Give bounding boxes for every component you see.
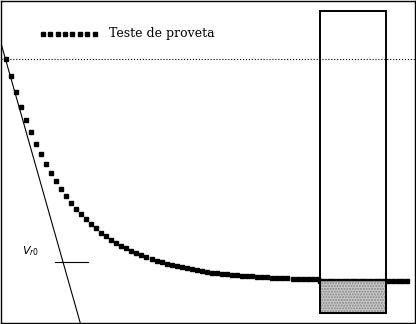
Text: Teste de proveta: Teste de proveta: [109, 27, 215, 40]
Bar: [319, 281, 386, 313]
Text: $V_{r0}$: $V_{r0}$: [22, 245, 39, 258]
